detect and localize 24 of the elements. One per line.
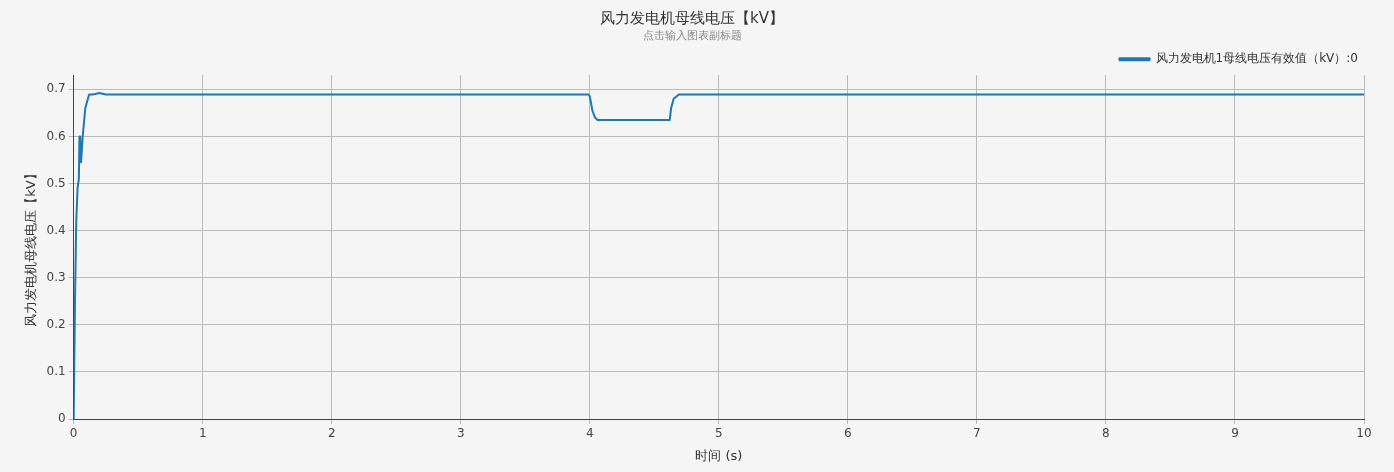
x-tick-label: 10 — [1356, 426, 1372, 441]
chart-title: 风力发电机母线电压【kV】 — [600, 8, 784, 27]
y-tick-label: 0.1 — [46, 364, 66, 379]
y-axis-title: 风力发电机母线电压【kV】 — [23, 167, 39, 327]
y-tick-label: 0.4 — [46, 222, 66, 237]
chart-subtitle: 点击输入图表副标题 — [642, 29, 742, 43]
x-tick-label: 0 — [69, 426, 78, 441]
legend-label: 风力发电机1母线电压有效值（kV）:0 — [1155, 51, 1359, 66]
y-tick-label: 0.6 — [46, 128, 66, 143]
y-tick-label: 0.2 — [46, 316, 66, 331]
y-tick-label: 0.3 — [46, 269, 66, 284]
x-tick-label: 6 — [844, 426, 852, 441]
x-tick-label: 1 — [198, 426, 207, 441]
y-tick-label: 0 — [58, 411, 66, 426]
x-axis-title: 时间 (s) — [695, 447, 743, 463]
x-tick-label: 7 — [973, 426, 981, 441]
x-tick-label: 9 — [1231, 426, 1239, 441]
y-tick-label: 0.5 — [46, 175, 66, 190]
x-tick-label: 5 — [715, 426, 723, 441]
x-tick-label: 2 — [327, 426, 336, 441]
y-tick-label: 0.7 — [46, 81, 66, 96]
x-tick-label: 8 — [1102, 426, 1110, 441]
x-tick-label: 3 — [456, 426, 465, 441]
x-tick-label: 4 — [585, 426, 594, 441]
